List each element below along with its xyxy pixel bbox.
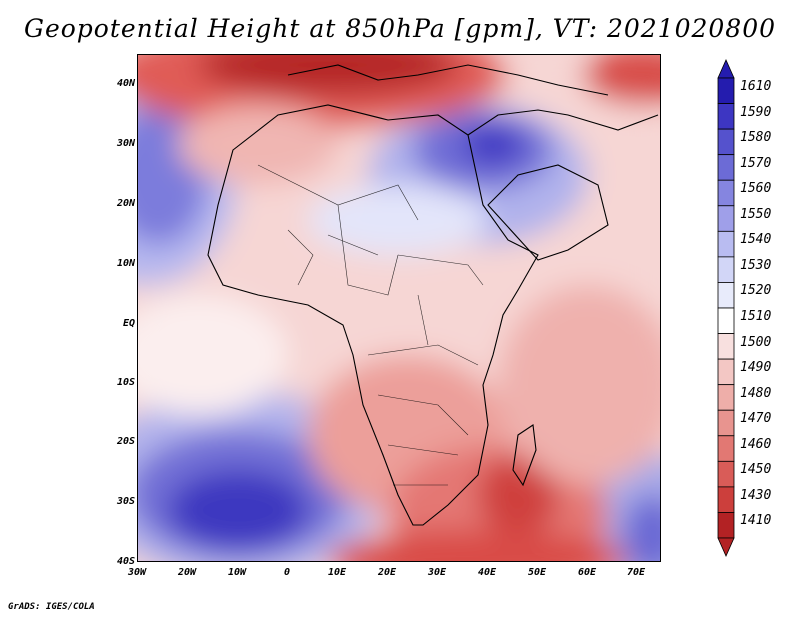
- x-axis-label: 60E: [577, 567, 597, 578]
- colorbar-tick-label: 1480: [740, 385, 772, 401]
- colorbar-swatch: [717, 358, 735, 386]
- colorbar-tick-label: 1590: [740, 104, 772, 120]
- footer-credit: GrADS: IGES/COLA: [8, 602, 95, 612]
- x-axis-label: 40E: [477, 567, 497, 578]
- colorbar-swatch: [717, 307, 735, 334]
- y-axis-label: 30N: [116, 138, 135, 149]
- colorbar-tick-label: 1470: [740, 411, 772, 427]
- colorbar-swatch: [717, 384, 735, 411]
- colorbar-tick-label: 1430: [740, 487, 772, 503]
- colorbar-tick-label: 1550: [740, 206, 772, 222]
- colorbar-swatch: [717, 435, 735, 462]
- y-axis-label: 20S: [116, 436, 135, 447]
- x-axis-label: 10E: [327, 567, 347, 578]
- x-axis-label: 50E: [527, 567, 547, 578]
- colorbar-swatch: [717, 205, 735, 232]
- colorbar-swatch: [717, 256, 735, 283]
- colorbar-tick-label: 1540: [740, 232, 772, 248]
- x-axis-label: 0: [283, 567, 291, 578]
- colorbar-swatch: [717, 230, 735, 258]
- colorbar-swatch: [717, 77, 735, 104]
- colorbar-tick-label: 1560: [740, 181, 772, 197]
- colorbar-tick-label: 1410: [740, 513, 772, 529]
- colorbar-swatch: [717, 128, 735, 156]
- colorbar-swatch: [717, 460, 735, 488]
- colorbar-swatch: [717, 103, 735, 130]
- colorbar: [717, 59, 735, 557]
- colorbar-tick-label: 1500: [740, 334, 772, 350]
- country-borders: [257, 164, 484, 486]
- colorbar-top-arrow: [717, 59, 735, 79]
- colorbar-swatch: [717, 179, 735, 207]
- x-axis-label: 70E: [626, 567, 646, 578]
- colorbar-swatch: [717, 409, 735, 437]
- y-axis-label: 40N: [116, 78, 135, 89]
- x-axis-label: 10W: [227, 567, 247, 578]
- colorbar-swatch: [717, 282, 735, 309]
- x-axis-label: 30E: [427, 567, 447, 578]
- colorbar-tick-label: 1460: [740, 436, 772, 452]
- y-axis-label: 40S: [116, 556, 135, 567]
- map-canvas: [138, 55, 660, 561]
- y-axis-label: 10N: [116, 258, 135, 269]
- colorbar-swatch: [717, 486, 735, 513]
- colorbar-tick-label: 1520: [740, 283, 772, 299]
- y-axis-label: 20N: [116, 198, 135, 209]
- colorbar-tick-label: 1490: [740, 360, 772, 376]
- map-title: Geopotential Height at 850hPa [gpm], VT:…: [23, 14, 777, 43]
- y-axis-label: EQ: [122, 318, 135, 329]
- colorbar-tick-label: 1610: [740, 79, 772, 94]
- colorbar-tick-label: 1580: [740, 130, 772, 146]
- y-axis-label: 10S: [116, 377, 135, 388]
- colorbar-tick-label: 1450: [740, 462, 772, 478]
- coastline-outline: [207, 64, 659, 526]
- colorbar-tick-label: 1530: [740, 257, 772, 273]
- colorbar-swatch: [717, 333, 735, 360]
- colorbar-bottom-arrow: [717, 537, 735, 557]
- colorbar-tick-label: 1510: [740, 309, 772, 324]
- colorbar-swatch: [717, 154, 735, 181]
- x-axis-label: 20E: [377, 567, 397, 578]
- x-axis-label: 30W: [127, 567, 147, 578]
- map-panel: [137, 54, 661, 562]
- y-axis-label: 30S: [116, 496, 135, 507]
- colorbar-swatch: [717, 512, 735, 539]
- x-axis-label: 20W: [177, 567, 197, 578]
- colorbar-tick-label: 1570: [740, 155, 772, 171]
